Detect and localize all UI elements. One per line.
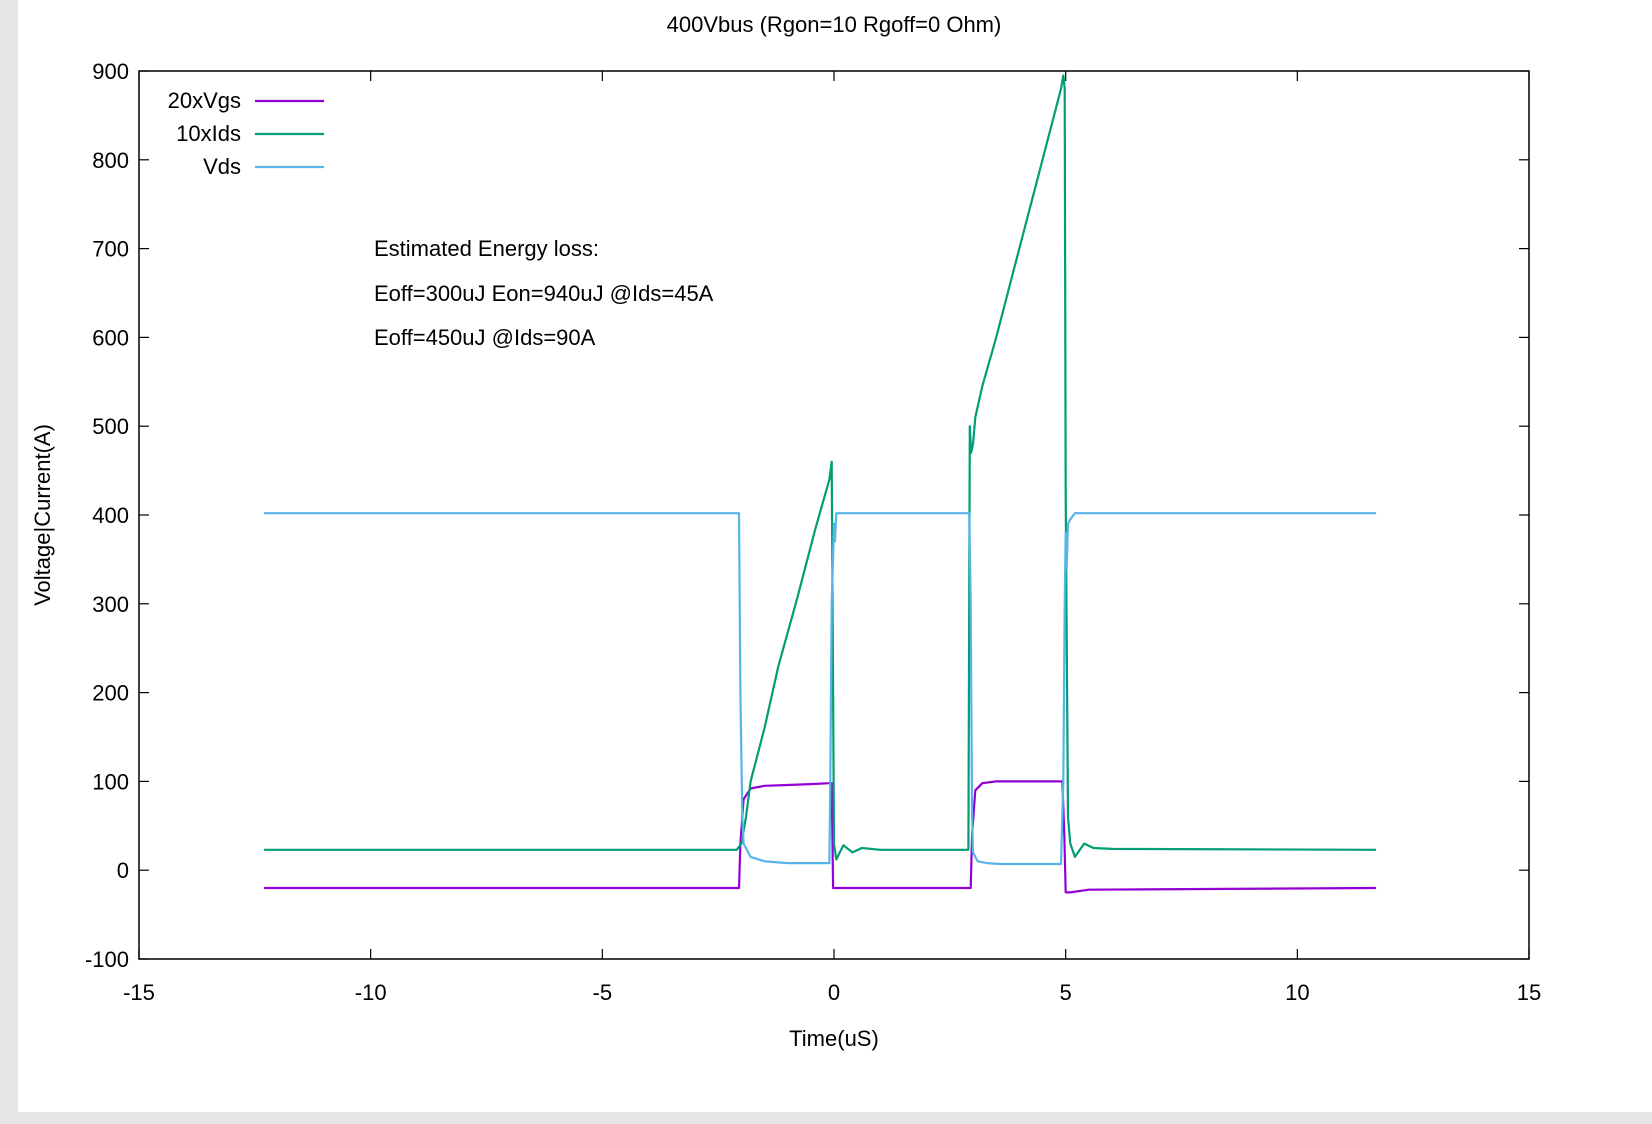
series-layer: [264, 74, 1377, 894]
x-tick-label: -10: [355, 980, 387, 1005]
legend-label: 10xIds: [176, 121, 241, 146]
x-tick-label: 5: [1060, 980, 1072, 1005]
x-tick-label: -5: [593, 980, 613, 1005]
legend-label: Vds: [203, 154, 241, 179]
y-tick-label: 500: [92, 414, 129, 439]
x-tick-label: 0: [828, 980, 840, 1005]
y-tick-label: 300: [92, 592, 129, 617]
y-tick-label: 0: [117, 858, 129, 883]
x-tick-label: 10: [1285, 980, 1309, 1005]
y-tick-label: 600: [92, 325, 129, 350]
x-tick-label: 15: [1517, 980, 1541, 1005]
legend-label: 20xVgs: [168, 88, 241, 113]
y-tick-label: 200: [92, 681, 129, 706]
chart-title: 400Vbus (Rgon=10 Rgoff=0 Ohm): [667, 12, 1002, 37]
line-chart: 400Vbus (Rgon=10 Rgoff=0 Ohm) -15 -10 -5 0 5…: [30, 12, 1541, 1051]
x-tick-label: -15: [123, 980, 155, 1005]
annotation-block: Estimated Energy loss: Eoff=300uJ Eon=94…: [374, 236, 714, 350]
series-line-vds: [264, 512, 1377, 866]
y-tick-label: 400: [92, 503, 129, 528]
legend: 20xVgs 10xIds Vds: [168, 88, 324, 179]
y-tick-label: 700: [92, 237, 129, 262]
series-line-20xvgs: [264, 780, 1377, 894]
annotation-line: Eoff=300uJ Eon=940uJ @Ids=45A: [374, 281, 714, 306]
annotation-line: Estimated Energy loss:: [374, 236, 599, 261]
x-axis-title: Time(uS): [789, 1026, 879, 1051]
series-line-10xids: [264, 74, 1377, 861]
y-tick-label: 100: [92, 769, 129, 794]
y-tick-label: -100: [85, 947, 129, 972]
annotation-line: Eoff=450uJ @Ids=90A: [374, 325, 596, 350]
y-tick-label: 800: [92, 148, 129, 173]
y-tick-label: 900: [92, 59, 129, 84]
x-axis: -15 -10 -5 0 5 10 15: [123, 71, 1541, 1005]
chart-frame: 400Vbus (Rgon=10 Rgoff=0 Ohm) -15 -10 -5 0 5…: [18, 0, 1652, 1112]
y-axis: -100 0 100 200 300 400 500 600 700 800 900: [85, 59, 1529, 972]
y-axis-title: Voltage|Current(A): [30, 424, 55, 606]
